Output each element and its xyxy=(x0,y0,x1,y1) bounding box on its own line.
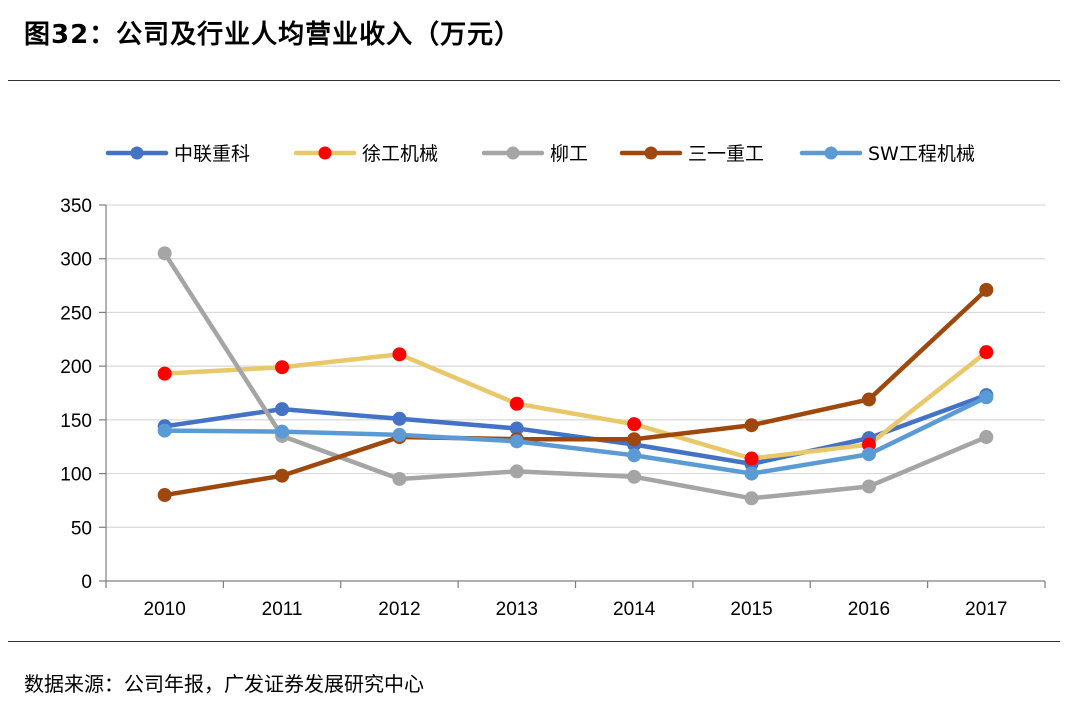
data-point-liugong xyxy=(392,471,407,486)
data-point-sw xyxy=(979,390,994,405)
data-point-sany xyxy=(627,432,642,447)
y-tick-label: 300 xyxy=(60,250,92,271)
x-tick-label: 2017 xyxy=(965,599,1007,620)
data-point-sany xyxy=(861,392,876,407)
y-tick-label: 100 xyxy=(60,465,92,486)
legend-label: SW工程机械 xyxy=(868,143,975,165)
series-line-sw xyxy=(162,395,989,476)
series-lines xyxy=(162,251,989,501)
bottom-rule xyxy=(8,641,1060,642)
legend-label: 徐工机械 xyxy=(362,143,438,165)
y-axis-ticks: 0 50 100 150 200 250 300 350 xyxy=(60,196,92,593)
x-tick-label: 2015 xyxy=(730,599,772,620)
legend-swatch-marker xyxy=(318,146,332,160)
series-line-zoomlion xyxy=(162,392,989,467)
legend: 中联重科 徐工机械 柳工 三一重工 SW工程机械 xyxy=(105,143,975,165)
x-axis-ticks: 2010 2011 2012 2013 2014 2015 2016 2017 xyxy=(144,599,1008,620)
x-tick-label: 2016 xyxy=(848,599,890,620)
series-line-liugong xyxy=(162,251,989,501)
data-point-xcmg xyxy=(979,345,994,360)
data-point-xcmg xyxy=(157,366,172,381)
series-line-sany xyxy=(162,287,989,498)
top-rule xyxy=(8,80,1060,81)
y-tick-label: 0 xyxy=(81,572,92,593)
legend-swatch-marker xyxy=(644,146,658,160)
legend-label: 柳工 xyxy=(550,143,588,165)
x-tick-label: 2012 xyxy=(378,599,420,620)
x-tick-label: 2010 xyxy=(144,599,186,620)
data-point-xcmg xyxy=(861,437,876,452)
legend-label: 中联重科 xyxy=(174,143,250,165)
data-point-xcmg xyxy=(392,347,407,362)
gridlines xyxy=(106,204,1045,528)
series-markers xyxy=(157,246,994,506)
x-tick-label: 2011 xyxy=(262,599,303,620)
data-point-xcmg xyxy=(275,360,290,375)
data-point-liugong xyxy=(157,246,172,261)
data-point-sany xyxy=(979,282,994,297)
data-point-sw xyxy=(275,424,290,439)
data-point-liugong xyxy=(509,464,524,479)
data-point-sany xyxy=(157,488,172,503)
data-point-sany xyxy=(275,468,290,483)
x-tick-label: 2014 xyxy=(613,599,656,620)
data-point-sw xyxy=(509,434,524,449)
y-tick-label: 200 xyxy=(60,357,92,378)
data-point-sw xyxy=(627,448,642,463)
data-point-zoomlion xyxy=(509,421,524,436)
legend-label: 三一重工 xyxy=(688,143,764,165)
data-point-xcmg xyxy=(627,417,642,432)
data-point-sw xyxy=(392,427,407,442)
y-tick-label: 150 xyxy=(60,411,92,432)
data-point-sw xyxy=(744,466,759,481)
data-point-xcmg xyxy=(744,451,759,466)
y-tick-label: 50 xyxy=(71,518,92,539)
data-point-sw xyxy=(861,447,876,462)
axes xyxy=(99,204,1046,588)
data-point-sw xyxy=(157,423,172,438)
y-tick-label: 350 xyxy=(60,196,92,217)
legend-swatch-marker xyxy=(130,146,144,160)
x-tick-label: 2013 xyxy=(496,599,538,620)
data-point-sany xyxy=(744,418,759,433)
data-point-zoomlion xyxy=(392,411,407,426)
data-point-liugong xyxy=(861,479,876,494)
data-point-xcmg xyxy=(509,396,524,411)
data-point-liugong xyxy=(744,491,759,506)
y-tick-label: 250 xyxy=(60,303,92,324)
data-point-liugong xyxy=(627,469,642,484)
source-note: 数据来源：公司年报，广发证券发展研究中心 xyxy=(24,672,424,696)
figure-title: 图32：公司及行业人均营业收入（万元） xyxy=(24,20,522,50)
series-line-xcmg xyxy=(162,349,989,461)
data-point-zoomlion xyxy=(275,402,290,417)
legend-swatch-marker xyxy=(506,146,520,160)
legend-swatch-marker xyxy=(824,146,838,160)
data-point-liugong xyxy=(979,430,994,445)
